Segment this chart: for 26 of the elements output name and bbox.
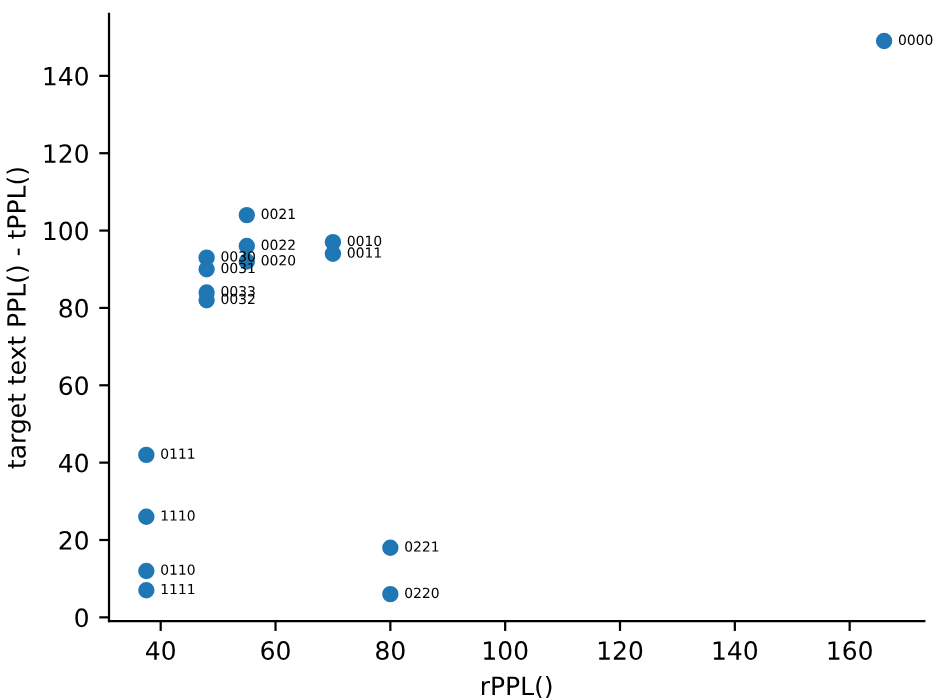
- x-tick-label: 40: [146, 641, 175, 661]
- x-tick-label: 100: [484, 641, 528, 661]
- y-tick-label: 60: [59, 376, 88, 396]
- point: [138, 582, 155, 599]
- point: [875, 32, 893, 50]
- x-tick-label: 80: [376, 641, 405, 661]
- point: [198, 261, 215, 278]
- point: [238, 206, 256, 224]
- x-tick-label: 120: [598, 641, 643, 661]
- x-tick-label: 160: [828, 641, 872, 661]
- y-tick-label: 40: [58, 453, 88, 473]
- point: [138, 446, 155, 464]
- x-tick-label: 140: [713, 641, 758, 661]
- y-tick-label: 100: [44, 221, 88, 241]
- y-tick-label: 80: [59, 298, 88, 318]
- y-tick-label: 120: [44, 144, 88, 164]
- y-tick-label: 140: [44, 66, 88, 86]
- point: [138, 508, 155, 525]
- point: [138, 562, 155, 580]
- point: [382, 539, 399, 556]
- y-tick-label: 0: [75, 608, 88, 628]
- y-tick-label: 20: [59, 530, 88, 550]
- point: [382, 585, 399, 603]
- y-axis-title: target text PPL() - tPPL(): [6, 168, 31, 469]
- x-tick-label: 60: [261, 641, 290, 661]
- x-axis-title: rPPL(): [482, 676, 552, 698]
